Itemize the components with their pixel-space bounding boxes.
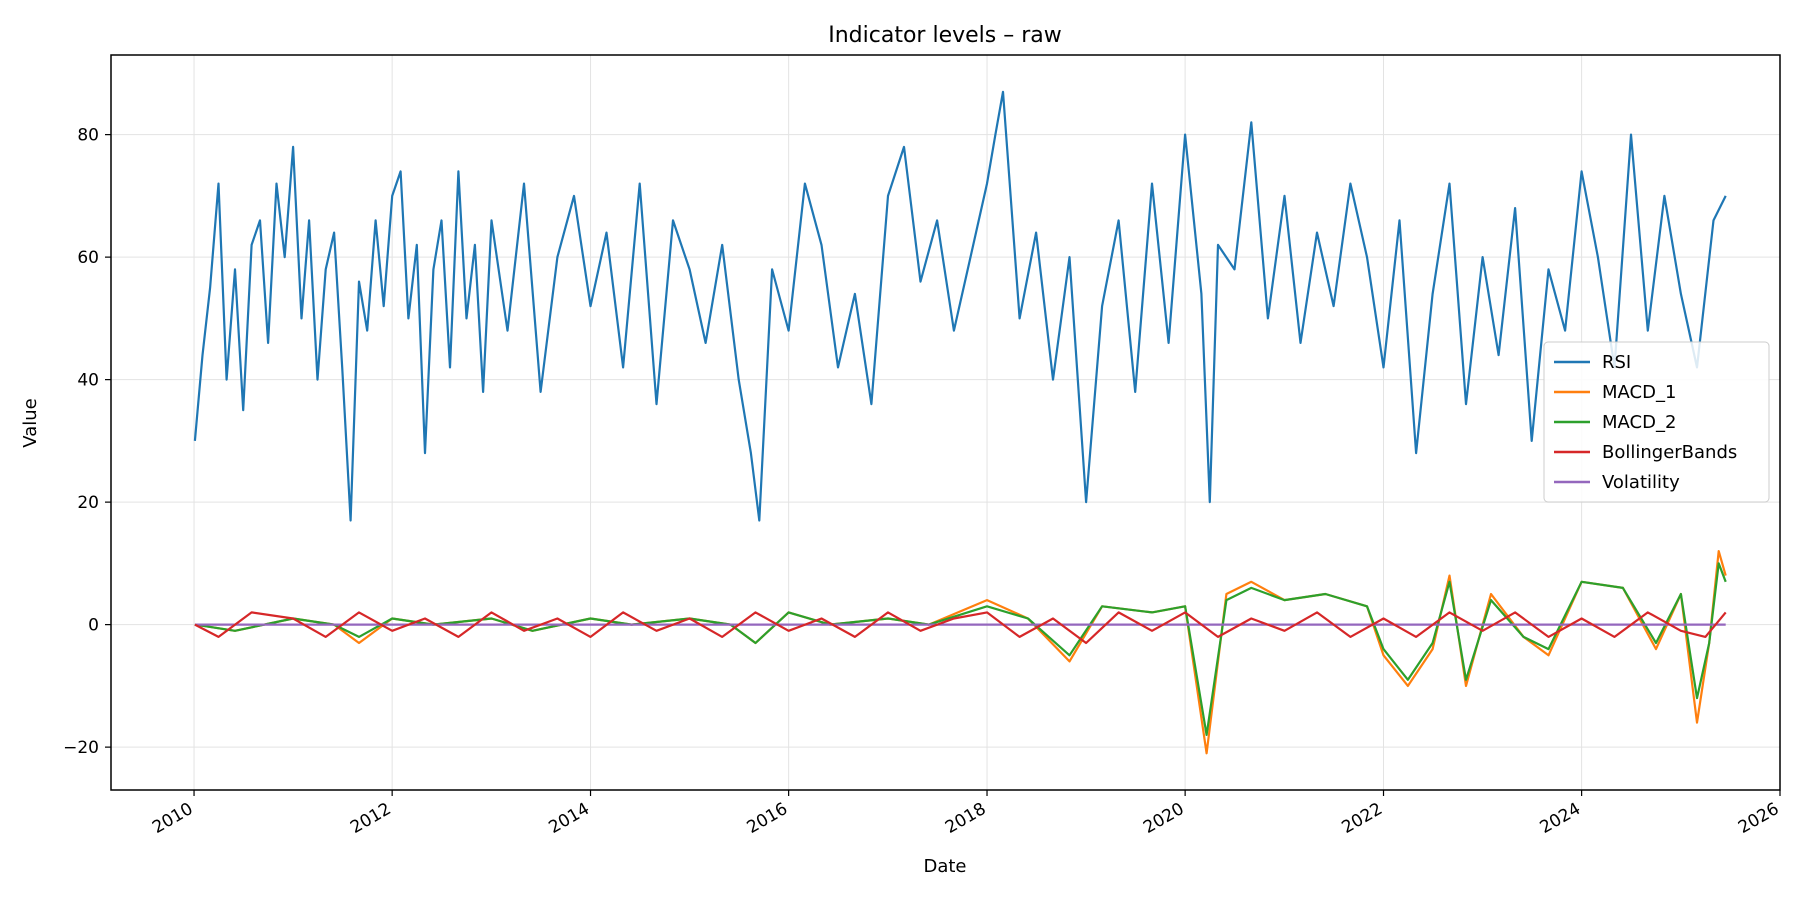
series-line-macd-2 <box>194 562 1727 736</box>
plot-frame <box>110 54 1781 791</box>
series-line-rsi <box>193 90 1727 522</box>
x-ticks: 2010 2012 2014 2016 2018 2020 2022 2024 2026 <box>149 790 1783 838</box>
y-tick-label: −20 <box>63 738 99 758</box>
y-tick-label: 0 <box>88 616 99 636</box>
y-tick-label: 60 <box>77 248 99 268</box>
x-tick-label: 2016 <box>744 799 791 838</box>
legend-label: Volatility <box>1602 472 1680 493</box>
x-tick-label: 2020 <box>1140 799 1187 838</box>
x-axis-label: Date <box>923 856 966 877</box>
x-tick-label: 2026 <box>1735 799 1782 838</box>
series-line-bollingerbands <box>194 611 1727 645</box>
x-tick-label: 2018 <box>942 799 989 838</box>
legend-label: RSI <box>1602 352 1631 373</box>
y-axis-label: Value <box>20 398 41 447</box>
legend-label: BollingerBands <box>1602 442 1737 463</box>
legend: RSI MACD_1 MACD_2 BollingerBands Volatility <box>1543 341 1770 503</box>
x-tick-label: 2010 <box>149 799 196 838</box>
x-tick-label: 2022 <box>1339 799 1386 838</box>
x-tick-label: 2012 <box>347 799 394 838</box>
legend-box <box>1543 341 1770 503</box>
series-layer <box>193 90 1727 755</box>
chart-title: Indicator levels – raw <box>828 23 1062 48</box>
legend-label: MACD_1 <box>1602 382 1676 403</box>
series-line-macd-1 <box>194 550 1727 755</box>
legend-label: MACD_2 <box>1602 412 1676 433</box>
y-tick-label: 20 <box>77 493 99 513</box>
y-tick-label: 40 <box>77 371 99 391</box>
x-tick-label: 2014 <box>546 799 593 838</box>
y-tick-label: 80 <box>77 126 99 146</box>
y-ticks: −20 0 20 40 60 80 <box>63 126 111 758</box>
x-tick-label: 2024 <box>1537 799 1584 838</box>
